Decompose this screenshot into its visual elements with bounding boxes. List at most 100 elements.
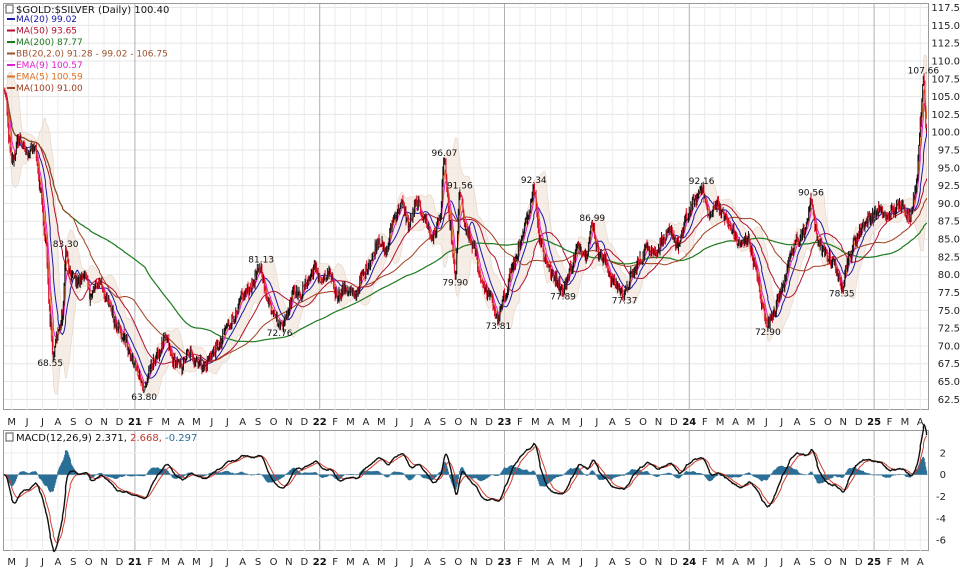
price-y-tick-label: 62.5 bbox=[938, 395, 960, 406]
price-y-tick-label: 107.5 bbox=[931, 74, 960, 85]
macd-x-tick-label: D bbox=[300, 557, 308, 568]
macd-chart-title: MACD(12,26,9) 2.371, 2.668, -0.297 bbox=[16, 433, 197, 444]
price-x-tick-label: F bbox=[332, 417, 338, 428]
macd-x-tick-label: O bbox=[85, 557, 93, 568]
title-marker-icon bbox=[5, 4, 14, 14]
price-x-tick-label: D bbox=[485, 417, 493, 428]
price-x-tick-label: N bbox=[100, 417, 107, 428]
macd-x-tick-label: M bbox=[716, 557, 725, 568]
macd-x-tick-label: N bbox=[285, 557, 292, 568]
macd-x-tick-label: S bbox=[440, 557, 446, 568]
macd-x-tick-label: J bbox=[209, 557, 213, 568]
macd-x-tick-label: S bbox=[255, 557, 261, 568]
price-x-tick-label: O bbox=[85, 417, 93, 428]
price-x-tick-label: M bbox=[192, 417, 201, 428]
price-x-tick-label: O bbox=[454, 417, 462, 428]
price-x-tick-label: O bbox=[824, 417, 832, 428]
price-x-tick-label: A bbox=[424, 417, 431, 428]
price-y-tick-label: 67.5 bbox=[938, 359, 960, 370]
price-x-tick-label: N bbox=[285, 417, 292, 428]
price-y-tick-label: 75.0 bbox=[938, 306, 960, 317]
price-x-tick-label: F bbox=[147, 417, 153, 428]
macd-x-tick-label: A bbox=[424, 557, 431, 568]
macd-x-tick-label: 24 bbox=[682, 557, 696, 568]
macd-x-tick-label: M bbox=[377, 557, 386, 568]
price-x-tick-label: A bbox=[794, 417, 801, 428]
macd-x-tick-label: O bbox=[270, 557, 278, 568]
macd-x-tick-label: A bbox=[54, 557, 61, 568]
price-x-tick-label: M bbox=[901, 417, 910, 428]
macd-x-tick-label: M bbox=[531, 557, 540, 568]
price-y-tick-label: 100.0 bbox=[931, 128, 960, 139]
price-annotation: 86.99 bbox=[579, 214, 605, 224]
price-x-tick-label: A bbox=[917, 417, 924, 428]
price-x-tick-label: M bbox=[377, 417, 386, 428]
macd-x-tick-label: A bbox=[239, 557, 246, 568]
price-annotation: 91.56 bbox=[447, 181, 473, 191]
price-x-tick-label: J bbox=[410, 417, 414, 428]
macd-x-tick-label: J bbox=[225, 557, 229, 568]
price-x-tick-label: J bbox=[209, 417, 213, 428]
macd-x-tick-label: F bbox=[702, 557, 708, 568]
macd-y-tick-label: -2 bbox=[936, 492, 946, 503]
price-y-tick-label: 85.0 bbox=[938, 235, 960, 246]
price-x-tick-label: A bbox=[362, 417, 369, 428]
legend-entry: MA(200) 87.77 bbox=[16, 38, 83, 48]
macd-x-tick-label: J bbox=[410, 557, 414, 568]
legend-entry: MA(50) 93.65 bbox=[16, 27, 77, 37]
price-x-tick-label: J bbox=[394, 417, 398, 428]
price-y-tick-label: 115.0 bbox=[931, 21, 960, 32]
price-annotation: 72.76 bbox=[267, 329, 293, 339]
macd-x-tick-label: 25 bbox=[867, 557, 881, 568]
price-x-tick-label: S bbox=[625, 417, 631, 428]
macd-title-part: -0.297 bbox=[162, 433, 197, 444]
price-x-tick-label: A bbox=[54, 417, 61, 428]
price-x-tick-label: F bbox=[702, 417, 708, 428]
price-x-tick-label: 21 bbox=[128, 417, 142, 428]
macd-x-tick-label: F bbox=[887, 557, 893, 568]
price-x-tick-label: N bbox=[655, 417, 662, 428]
macd-x-tick-label: J bbox=[594, 557, 598, 568]
macd-x-tick-label: M bbox=[747, 557, 756, 568]
macd-x-tick-label: F bbox=[517, 557, 523, 568]
price-x-tick-label: D bbox=[300, 417, 308, 428]
macd-x-tick-label: S bbox=[625, 557, 631, 568]
price-annotation: 77.89 bbox=[550, 293, 576, 303]
macd-x-tick-label: F bbox=[332, 557, 338, 568]
macd-x-tick-label: M bbox=[192, 557, 201, 568]
price-x-tick-label: M bbox=[747, 417, 756, 428]
macd-title-part: MACD(12,26,9) 2.371, bbox=[16, 433, 127, 444]
price-x-tick-label: J bbox=[779, 417, 783, 428]
price-x-tick-label: N bbox=[470, 417, 477, 428]
macd-y-tick-label: 2 bbox=[940, 448, 946, 459]
price-y-tick-label: 80.0 bbox=[938, 270, 960, 281]
macd-x-tick-label: O bbox=[639, 557, 647, 568]
price-y-tick-label: 92.5 bbox=[938, 181, 960, 192]
macd-x-tick-label: N bbox=[840, 557, 847, 568]
price-x-tick-label: 24 bbox=[682, 417, 696, 428]
price-annotation: 79.90 bbox=[442, 278, 468, 288]
price-chart-title: $GOLD:$SILVER (Daily) 100.40 bbox=[16, 5, 169, 16]
price-x-tick-label: S bbox=[255, 417, 261, 428]
price-x-tick-label: N bbox=[840, 417, 847, 428]
macd-x-tick-label: N bbox=[470, 557, 477, 568]
macd-x-tick-label: A bbox=[917, 557, 924, 568]
price-y-tick-label: 82.5 bbox=[938, 252, 960, 263]
price-y-tick-label: 65.0 bbox=[938, 377, 960, 388]
series-line-ema9 bbox=[3, 89, 927, 385]
price-x-tick-label: 22 bbox=[313, 417, 327, 428]
macd-line-signal bbox=[3, 436, 927, 544]
price-y-tick-label: 102.5 bbox=[931, 110, 960, 121]
price-x-tick-label: M bbox=[531, 417, 540, 428]
macd-x-tick-label: A bbox=[732, 557, 739, 568]
macd-x-tick-label: M bbox=[346, 557, 355, 568]
price-x-tick-label: M bbox=[562, 417, 571, 428]
price-x-tick-label: A bbox=[178, 417, 185, 428]
price-x-tick-label: J bbox=[764, 417, 768, 428]
price-annotation: 72.90 bbox=[755, 328, 781, 338]
price-annotation: 83.30 bbox=[53, 240, 79, 250]
macd-x-tick-label: O bbox=[824, 557, 832, 568]
macd-x-tick-label: F bbox=[147, 557, 153, 568]
